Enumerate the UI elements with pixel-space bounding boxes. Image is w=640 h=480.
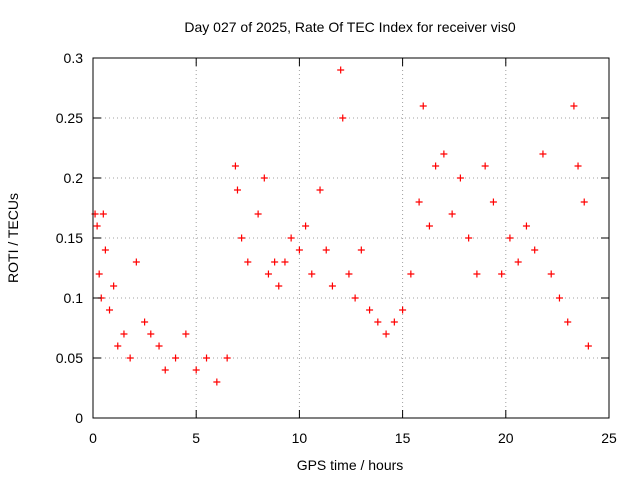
data-point xyxy=(357,246,365,254)
data-point xyxy=(580,198,588,206)
data-point xyxy=(172,354,180,362)
data-point xyxy=(114,342,122,350)
data-point xyxy=(287,234,295,242)
data-point xyxy=(161,366,169,374)
data-point xyxy=(407,270,415,278)
data-point xyxy=(399,306,407,314)
data-point xyxy=(316,186,324,194)
data-point xyxy=(425,222,433,230)
data-point xyxy=(254,210,262,218)
y-tick-label: 0.15 xyxy=(56,230,83,246)
data-point xyxy=(238,234,246,242)
data-point xyxy=(415,198,423,206)
data-point xyxy=(308,270,316,278)
data-point xyxy=(203,354,211,362)
data-point xyxy=(132,258,140,266)
data-point xyxy=(223,354,231,362)
x-tick-label: 10 xyxy=(292,430,308,446)
data-point xyxy=(555,294,563,302)
data-point xyxy=(539,150,547,158)
y-tick-label: 0.1 xyxy=(64,290,84,306)
data-point xyxy=(506,234,514,242)
data-point xyxy=(264,270,272,278)
data-point xyxy=(339,114,347,122)
data-point xyxy=(456,174,464,182)
data-point xyxy=(275,282,283,290)
data-point xyxy=(345,270,353,278)
data-point xyxy=(155,342,163,350)
data-point xyxy=(448,210,456,218)
data-point xyxy=(147,330,155,338)
data-point xyxy=(419,102,427,110)
data-point xyxy=(231,162,239,170)
ticks xyxy=(92,57,610,419)
data-point xyxy=(233,186,241,194)
y-tick-label: 0.05 xyxy=(56,350,83,366)
data-point xyxy=(271,258,279,266)
y-tick-label: 0.25 xyxy=(56,110,83,126)
x-tick-labels: 0 5 10 15 20 25 xyxy=(89,430,617,446)
data-point xyxy=(547,270,555,278)
data-point xyxy=(110,282,118,290)
data-point xyxy=(337,66,345,74)
data-point xyxy=(366,306,374,314)
data-point xyxy=(390,318,398,326)
data-point xyxy=(99,210,107,218)
data-point xyxy=(570,102,578,110)
data-point xyxy=(374,318,382,326)
data-point xyxy=(432,162,440,170)
data-point xyxy=(382,330,390,338)
data-point xyxy=(522,222,530,230)
data-point xyxy=(101,246,109,254)
x-tick-label: 15 xyxy=(395,430,411,446)
data-point xyxy=(584,342,592,350)
chart-title: Day 027 of 2025, Rate Of TEC Index for r… xyxy=(184,19,515,35)
data-point xyxy=(182,330,190,338)
data-point xyxy=(281,258,289,266)
data-point xyxy=(295,246,303,254)
data-point xyxy=(440,150,448,158)
data-point xyxy=(141,318,149,326)
data-point xyxy=(213,378,221,386)
data-points xyxy=(91,66,592,386)
data-point xyxy=(564,318,572,326)
y-tick-label: 0.2 xyxy=(64,170,84,186)
x-tick-label: 20 xyxy=(498,430,514,446)
data-point xyxy=(574,162,582,170)
x-tick-label: 0 xyxy=(89,430,97,446)
data-point xyxy=(498,270,506,278)
y-tick-label: 0.3 xyxy=(64,50,84,66)
x-tick-label: 25 xyxy=(601,430,617,446)
data-point xyxy=(531,246,539,254)
data-point xyxy=(126,354,134,362)
x-tick-label: 5 xyxy=(192,430,200,446)
y-axis-label: ROTI / TECUs xyxy=(5,193,21,283)
data-point xyxy=(95,270,103,278)
y-tick-labels: 0 0.05 0.1 0.15 0.2 0.25 0.3 xyxy=(56,50,83,426)
data-point xyxy=(93,222,101,230)
data-point xyxy=(481,162,489,170)
data-point xyxy=(244,258,252,266)
data-point xyxy=(120,330,128,338)
x-axis-label: GPS time / hours xyxy=(297,457,404,473)
data-point xyxy=(351,294,359,302)
data-point xyxy=(192,366,200,374)
data-point xyxy=(473,270,481,278)
data-point xyxy=(328,282,336,290)
y-tick-label: 0 xyxy=(75,410,83,426)
data-point xyxy=(489,198,497,206)
grid xyxy=(93,58,609,418)
data-point xyxy=(465,234,473,242)
data-point xyxy=(322,246,330,254)
data-point xyxy=(514,258,522,266)
data-point xyxy=(302,222,310,230)
data-point xyxy=(260,174,268,182)
data-point xyxy=(106,306,114,314)
